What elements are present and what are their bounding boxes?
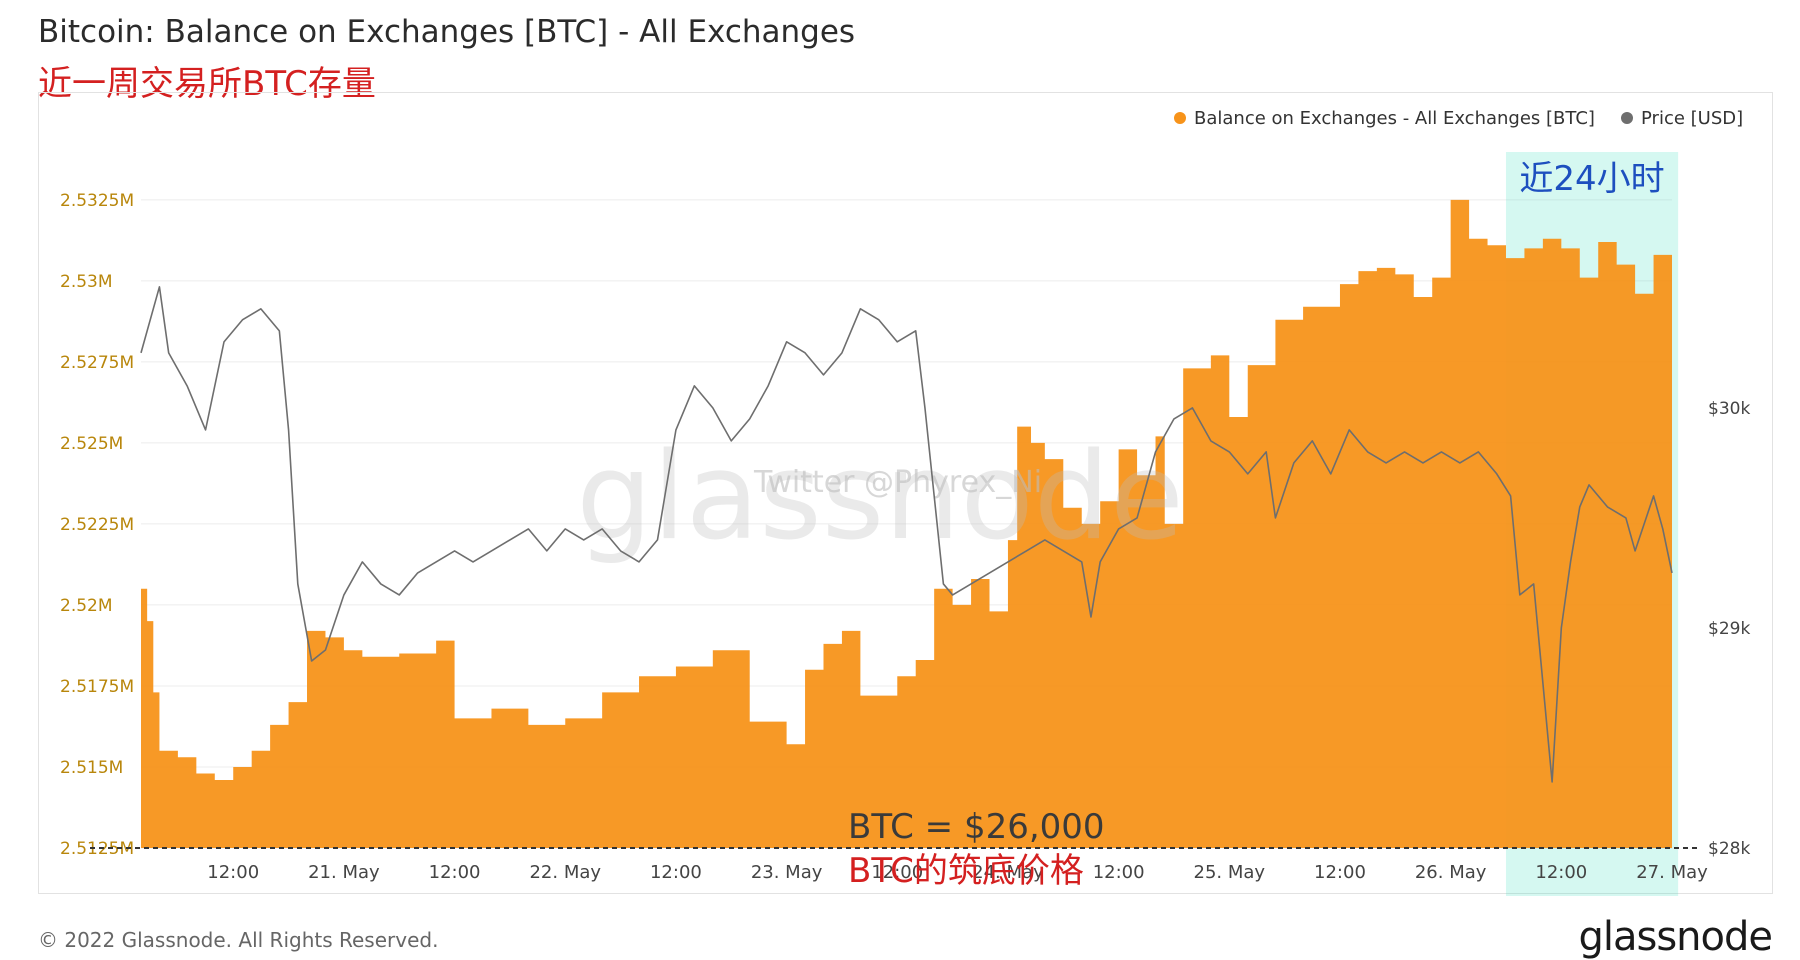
support-label-price: BTC = $26,000 (848, 807, 1105, 847)
x-tick-label: 12:00 (650, 862, 702, 883)
y-right-tick-label: $30k (1708, 399, 1750, 419)
price-series-line (140, 286, 1673, 783)
watermark-brand: glassnode (576, 428, 1184, 567)
x-tick-label: 27. May (1636, 862, 1708, 883)
y-left-tick-label: 2.5275M (60, 353, 134, 373)
chart-subtitle: 近一周交易所BTC存量 (38, 64, 376, 104)
y-left-tick-label: 2.5125M (60, 839, 134, 859)
chart-frame (38, 92, 1773, 894)
axes: 2.5125M 2.515M 2.5175M 2.52M 2.5225M 2.525M 2.… (60, 191, 1750, 883)
y-left-tick-label: 2.5225M (60, 515, 134, 535)
x-tick-label: 22. May (529, 862, 601, 883)
y-left-tick-label: 2.5175M (60, 677, 134, 697)
x-tick-label: 23. May (751, 862, 823, 883)
legend-balance-swatch (1174, 112, 1186, 124)
x-tick-label: 12:00 (871, 862, 923, 883)
legend-balance-label: Balance on Exchanges - All Exchanges [BT… (1194, 108, 1595, 129)
x-tick-label: 25. May (1194, 862, 1266, 883)
x-tick-label: 24. May (972, 862, 1044, 883)
watermark-twitter: Twitter @Phyrex_Ni (753, 465, 1042, 500)
copyright: © 2022 Glassnode. All Rights Reserved. (38, 928, 439, 952)
y-right-tick-label: $29k (1708, 619, 1750, 639)
x-tick-label: 12:00 (1314, 862, 1366, 883)
y-left-tick-label: 2.53M (60, 272, 113, 292)
legend-price-label: Price [USD] (1641, 108, 1743, 129)
y-left-tick-label: 2.52M (60, 596, 113, 616)
balance-area (141, 199, 1672, 848)
brand-logo: glassnode (1578, 914, 1773, 960)
support-label-desc: BTC的筑底价格 (848, 851, 1084, 891)
watermark: glassnode Twitter @Phyrex_Ni (576, 428, 1184, 567)
y-right-tick-label: $28k (1708, 839, 1750, 859)
price-line (140, 286, 1673, 783)
y-left-tick-label: 2.5325M (60, 191, 134, 211)
x-tick-label: 12:00 (429, 862, 481, 883)
x-tick-label: 26. May (1415, 862, 1487, 883)
x-tick-label: 12:00 (1535, 862, 1587, 883)
x-tick-label: 12:00 (207, 862, 259, 883)
y-left-tick-label: 2.525M (60, 434, 123, 454)
x-tick-label: 12:00 (1093, 862, 1145, 883)
legend: Balance on Exchanges - All Exchanges [BT… (1174, 108, 1743, 129)
legend-price-swatch (1621, 112, 1633, 124)
x-tick-label: 21. May (308, 862, 380, 883)
chart-title: Bitcoin: Balance on Exchanges [BTC] - Al… (38, 14, 856, 50)
balance-series-area (141, 199, 1672, 848)
y-left-tick-label: 2.515M (60, 758, 123, 778)
highlight-label: 近24小时 (1519, 159, 1664, 199)
